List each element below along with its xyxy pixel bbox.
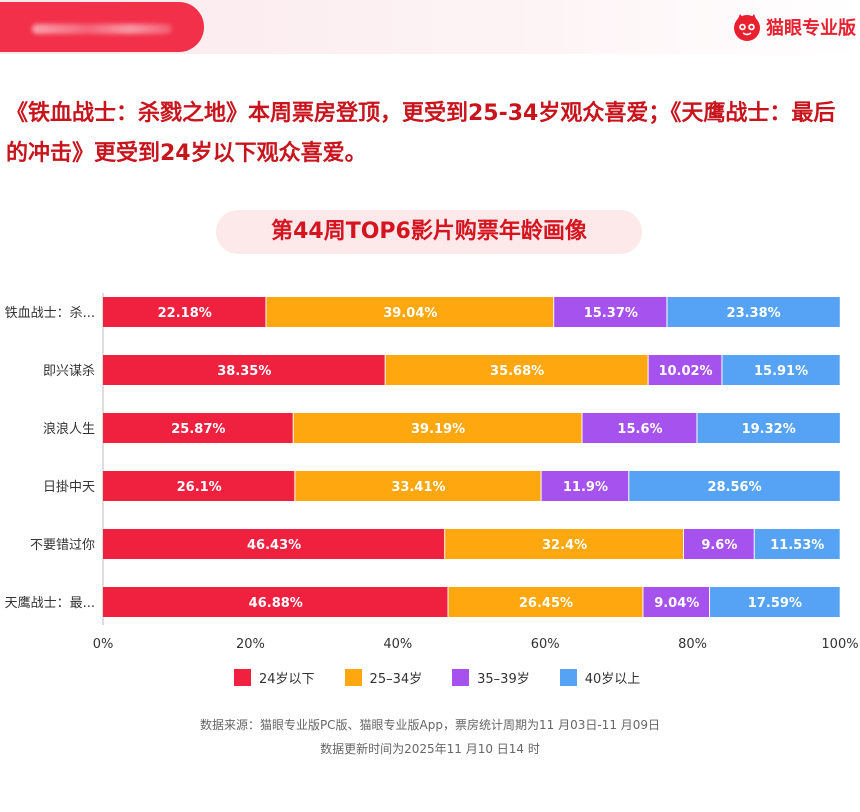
- data-label: 46.88%: [249, 596, 303, 611]
- bar-segment: [754, 529, 840, 559]
- data-label: 25.87%: [171, 422, 225, 437]
- update-time-note: 数据更新时间为2025年11 月10 日14 时: [320, 742, 540, 756]
- legend-swatch: [234, 669, 251, 686]
- bar-segment: [103, 529, 445, 559]
- category-label: 即兴谋杀: [43, 364, 95, 379]
- data-label: 22.18%: [158, 306, 212, 321]
- legend-item: 25–34岁: [344, 668, 423, 687]
- bar-segment: [445, 529, 683, 559]
- legend-swatch: [559, 669, 577, 686]
- bar-segment: [554, 297, 667, 327]
- data-label: 46.43%: [247, 538, 301, 553]
- data-label: 10.02%: [658, 364, 712, 379]
- blurred-text: [32, 24, 172, 34]
- bar-segment: [582, 413, 697, 443]
- bar-segment: [629, 471, 840, 501]
- data-label: 23.38%: [727, 306, 781, 321]
- data-label: 11.53%: [770, 538, 824, 553]
- bar-segment: [648, 355, 722, 385]
- data-label: 9.04%: [654, 596, 699, 611]
- chart-title: 第44周TOP6影片购票年龄画像: [216, 210, 642, 254]
- data-label: 39.04%: [383, 306, 437, 321]
- data-label: 9.6%: [701, 538, 737, 553]
- cat-eye-logo-icon: [734, 14, 760, 41]
- bar-segment: [683, 529, 754, 559]
- data-label: 17.59%: [748, 596, 802, 611]
- data-label: 38.35%: [217, 364, 271, 379]
- x-tick-label: 0%: [93, 637, 114, 652]
- bar-segment: [697, 413, 840, 443]
- top-banner: 猫眼专业版: [0, 0, 860, 54]
- legend-swatch: [452, 669, 470, 686]
- data-label: 32.4%: [542, 538, 587, 553]
- bar-segment: [103, 413, 293, 443]
- data-label: 39.19%: [411, 422, 465, 437]
- blurred-banner-tag: [0, 2, 204, 52]
- bar-segment: [103, 297, 266, 327]
- data-label: 15.6%: [617, 422, 662, 437]
- bar-segment: [293, 413, 582, 443]
- category-label: 天鹰战士：最...: [5, 595, 95, 611]
- data-label: 26.45%: [519, 596, 573, 611]
- brand-name: 猫眼专业版: [766, 18, 856, 39]
- bar-segment: [722, 355, 840, 385]
- x-tick-label: 60%: [531, 637, 560, 652]
- headline: 《铁血战士：杀戮之地》本周票房登顶，更受到25-34岁观众喜爱；《天鹰战士：最后…: [6, 101, 836, 166]
- legend-swatch: [344, 669, 362, 686]
- bar-segment: [643, 587, 710, 617]
- x-tick-label: 40%: [383, 637, 412, 652]
- legend-item: 24岁以下: [234, 668, 315, 687]
- category-label: 铁血战士：杀...: [5, 306, 95, 321]
- legend-item: 35–39岁: [452, 668, 530, 687]
- chart-legend: 24岁以下 25–34岁 35–39岁 40岁以上: [234, 668, 670, 687]
- data-label: 11.9%: [563, 480, 608, 495]
- data-label: 33.41%: [391, 480, 445, 495]
- data-label: 19.32%: [742, 422, 796, 437]
- bar-segment: [541, 471, 629, 501]
- legend-item: 40岁以上: [559, 668, 641, 687]
- data-source-note: 数据来源：猫眼专业版PC版、猫眼专业版App，票房统计周期为11 月03日-11…: [199, 718, 661, 732]
- bar-segment: [295, 471, 541, 501]
- bar-segment: [103, 587, 448, 617]
- bar-segment: [667, 297, 840, 327]
- brand: 猫眼专业版: [732, 10, 856, 44]
- bar-segment: [448, 587, 643, 617]
- x-tick-label: 100%: [821, 637, 858, 652]
- bar-segment: [385, 355, 648, 385]
- stacked-bar-chart: 铁血战士：杀... 22.18% 39.04% 15.37% 23.38% 即兴谋杀 38.…: [5, 293, 859, 652]
- legend-label: 40岁以上: [584, 672, 641, 687]
- data-label: 15.91%: [754, 364, 808, 379]
- category-label: 不要错过你: [30, 538, 95, 553]
- legend-label: 24岁以下: [259, 672, 315, 687]
- bar-segment: [103, 471, 295, 501]
- category-label: 浪浪人生: [43, 422, 95, 437]
- bar-segment: [103, 355, 385, 385]
- data-label: 28.56%: [707, 480, 761, 495]
- bar-segment: [266, 297, 554, 327]
- x-tick-label: 80%: [678, 637, 707, 652]
- category-label: 日掛中天: [43, 480, 95, 495]
- bar-segment: [710, 587, 840, 617]
- data-label: 15.37%: [584, 306, 638, 321]
- x-tick-label: 20%: [236, 637, 265, 652]
- data-label: 35.68%: [490, 364, 544, 379]
- data-label: 26.1%: [177, 480, 222, 495]
- legend-label: 25–34岁: [369, 672, 423, 687]
- legend-label: 35–39岁: [477, 672, 530, 687]
